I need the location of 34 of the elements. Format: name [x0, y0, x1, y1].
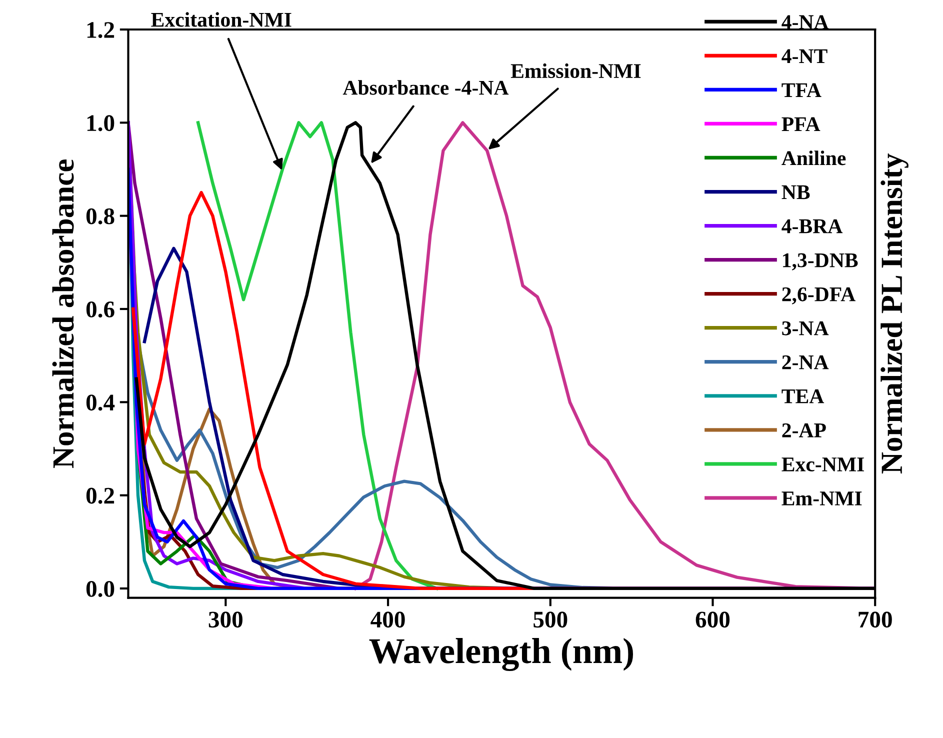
legend-label: 2-NA	[782, 355, 829, 370]
legend-label: 1,3-DNB	[783, 253, 858, 270]
legend-label: Em-NMI	[782, 492, 862, 506]
legend-label: 4-BRA	[782, 219, 843, 234]
y-tick-label: 0.4	[86, 394, 115, 411]
legend-label: NB	[782, 185, 810, 200]
y-tick-label: 1.2	[87, 22, 114, 38]
legend-label: 3-NA	[782, 321, 829, 336]
y2-axis-title: Normalized PL Intensity	[880, 154, 908, 474]
x-tick-label: 500	[534, 612, 568, 628]
legend-label: TFA	[782, 83, 822, 97]
x-tick-label: 700	[858, 612, 892, 628]
x-axis-title: Wavelength (nm)	[369, 638, 633, 671]
legend-label: TEA	[782, 389, 824, 404]
annotation: Excitation-NMI	[151, 12, 292, 27]
y-tick-label: 1.0	[87, 115, 114, 132]
annotation: Absorbance -4-NA	[342, 80, 509, 95]
legend-label: 2-AP	[782, 423, 826, 438]
y-tick-label: 0.8	[86, 208, 114, 224]
x-tick-label: 600	[696, 612, 730, 628]
annotation: Emission-NMI	[510, 63, 641, 78]
y-tick-label: 0.2	[86, 488, 114, 504]
legend-label: 2,6-DFA	[782, 287, 856, 304]
y-tick-label: 0.6	[86, 301, 114, 318]
legend-label: 4-NT	[782, 49, 828, 63]
line-series	[196, 121, 438, 590]
legend-label: Aniline	[782, 150, 846, 166]
legend-label: Exc-NMI	[782, 458, 864, 472]
x-tick-label: 400	[370, 612, 405, 628]
legend-label: PFA	[782, 117, 820, 132]
y-axis-title: Normalized absorbance	[52, 160, 74, 468]
legend-label: 4-NA	[782, 15, 829, 29]
y-tick-label: 0.0	[86, 580, 114, 597]
x-tick-label: 300	[208, 612, 242, 628]
